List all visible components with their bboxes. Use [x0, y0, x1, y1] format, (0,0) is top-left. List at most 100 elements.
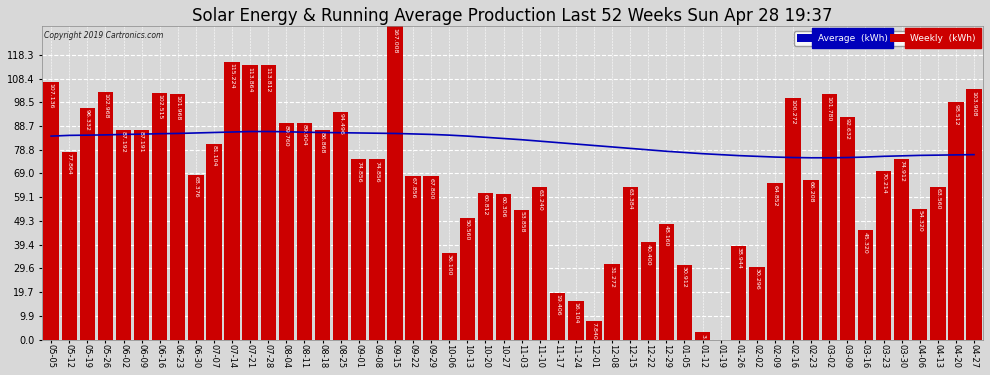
Text: Copyright 2019 Cartronics.com: Copyright 2019 Cartronics.com: [44, 31, 163, 40]
Text: 30.296: 30.296: [754, 268, 759, 290]
Text: 101.968: 101.968: [175, 95, 180, 121]
Text: 92.632: 92.632: [844, 118, 849, 140]
Bar: [876, 171, 891, 340]
Bar: [605, 264, 620, 340]
Bar: [948, 102, 963, 340]
Bar: [550, 293, 565, 340]
Text: 81.104: 81.104: [212, 146, 217, 167]
Bar: [170, 94, 185, 340]
Bar: [658, 224, 674, 340]
Bar: [206, 144, 222, 340]
Bar: [188, 175, 204, 340]
Text: 167.008: 167.008: [392, 28, 397, 53]
Bar: [44, 82, 58, 340]
Text: 30.912: 30.912: [682, 266, 687, 288]
Text: 45.320: 45.320: [863, 232, 868, 254]
Bar: [369, 159, 384, 340]
Bar: [79, 108, 95, 340]
Bar: [405, 176, 421, 340]
Text: 31.272: 31.272: [610, 266, 615, 287]
Bar: [840, 117, 855, 340]
Bar: [243, 65, 257, 340]
Bar: [442, 253, 457, 340]
Text: 50.560: 50.560: [465, 219, 470, 240]
Text: 101.780: 101.780: [827, 96, 832, 121]
Bar: [61, 152, 77, 340]
Text: 0.000: 0.000: [718, 341, 723, 358]
Text: 103.908: 103.908: [971, 90, 976, 116]
Bar: [297, 123, 312, 340]
Text: 63.560: 63.560: [936, 188, 940, 209]
Text: 98.512: 98.512: [953, 104, 958, 125]
Bar: [315, 130, 331, 340]
Text: 94.496: 94.496: [339, 113, 344, 135]
Bar: [695, 332, 710, 340]
Text: 64.852: 64.852: [772, 184, 777, 206]
Bar: [822, 94, 837, 340]
Bar: [623, 187, 638, 340]
Text: 16.104: 16.104: [573, 302, 578, 324]
Text: 36.100: 36.100: [446, 254, 451, 275]
Bar: [351, 159, 366, 340]
Text: 54.320: 54.320: [917, 210, 923, 232]
Bar: [894, 159, 910, 340]
Text: 60.306: 60.306: [501, 196, 506, 217]
Text: 89.904: 89.904: [302, 124, 307, 146]
Bar: [912, 209, 928, 340]
Bar: [459, 218, 475, 340]
Text: 48.160: 48.160: [664, 225, 669, 246]
Bar: [333, 112, 348, 340]
Bar: [387, 0, 403, 340]
Text: 102.968: 102.968: [103, 93, 108, 118]
Bar: [804, 180, 819, 340]
Text: 3.012: 3.012: [700, 334, 705, 351]
Bar: [532, 187, 547, 340]
Text: 53.858: 53.858: [519, 211, 524, 232]
Bar: [116, 130, 132, 340]
Legend: Average  (kWh), Weekly  (kWh): Average (kWh), Weekly (kWh): [794, 31, 978, 45]
Bar: [731, 246, 746, 340]
Bar: [749, 267, 764, 340]
Bar: [767, 183, 783, 340]
Text: 113.812: 113.812: [265, 67, 271, 92]
Bar: [677, 265, 692, 340]
Text: 66.208: 66.208: [809, 182, 814, 203]
Bar: [278, 123, 294, 340]
Text: 96.332: 96.332: [85, 109, 90, 130]
Text: 102.515: 102.515: [157, 94, 162, 119]
Text: 67.856: 67.856: [411, 177, 416, 199]
Bar: [260, 66, 276, 340]
Text: 38.944: 38.944: [737, 247, 742, 269]
Bar: [152, 93, 167, 340]
Text: 100.272: 100.272: [791, 99, 796, 125]
Text: 86.868: 86.868: [320, 132, 325, 153]
Text: 7.840: 7.840: [591, 322, 597, 340]
Bar: [641, 242, 656, 340]
Text: 74.912: 74.912: [899, 160, 904, 182]
Bar: [496, 194, 511, 340]
Text: 60.812: 60.812: [483, 194, 488, 216]
Text: 74.856: 74.856: [374, 160, 379, 182]
Text: 67.800: 67.800: [429, 177, 434, 199]
Text: 63.384: 63.384: [628, 188, 633, 210]
Bar: [785, 98, 801, 340]
Text: 87.192: 87.192: [121, 131, 126, 153]
Bar: [568, 301, 583, 340]
Text: 68.376: 68.376: [193, 176, 198, 198]
Text: 40.400: 40.400: [645, 243, 650, 265]
Text: 89.760: 89.760: [284, 124, 289, 146]
Bar: [98, 92, 113, 340]
Title: Solar Energy & Running Average Production Last 52 Weeks Sun Apr 28 19:37: Solar Energy & Running Average Productio…: [192, 7, 833, 25]
Bar: [134, 130, 149, 340]
Text: 70.214: 70.214: [881, 172, 886, 194]
Text: 107.136: 107.136: [49, 83, 53, 108]
Bar: [514, 210, 530, 340]
Bar: [857, 231, 873, 340]
Bar: [478, 193, 493, 340]
Bar: [931, 186, 945, 340]
Bar: [966, 89, 982, 340]
Bar: [225, 62, 240, 340]
Text: 77.864: 77.864: [66, 153, 71, 175]
Bar: [586, 321, 602, 340]
Text: 113.864: 113.864: [248, 67, 252, 92]
